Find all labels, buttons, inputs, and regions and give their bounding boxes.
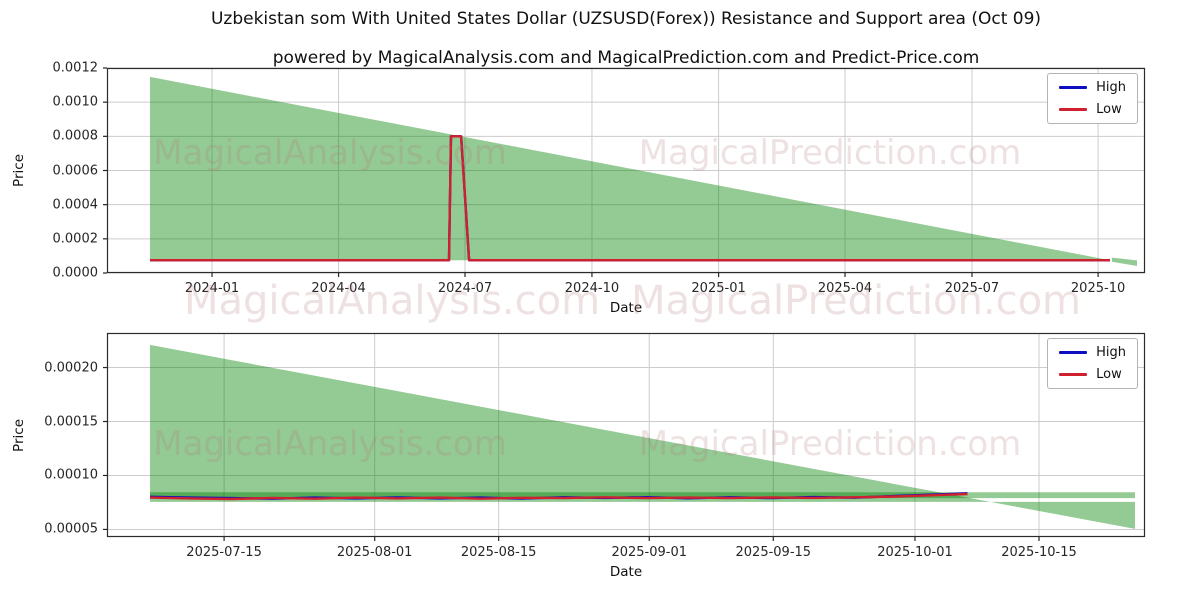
x-tick: 2025-07 — [944, 281, 1000, 296]
legend: High Low — [1047, 338, 1138, 389]
y-tick: 0.0012 — [52, 60, 99, 76]
x-tick-labels: 2024-01 2024-04 2024-07 2024-10 2025-01 2025-… — [107, 273, 1145, 296]
x-tick: 2024-07 — [437, 281, 493, 296]
legend-label: High — [1096, 80, 1126, 95]
legend-label: High — [1096, 345, 1126, 360]
resistance-triangle — [150, 344, 991, 502]
price-chart-bottom: Price Date 2025-07-15 2025-08-01 2025-08-1… — [11, 332, 1146, 580]
x-axis-label: Date — [609, 564, 643, 580]
x-tick: 2025-09-01 — [611, 545, 688, 560]
legend-line-icon — [1059, 373, 1088, 376]
plot-area-bottom — [103, 332, 1146, 541]
legend-item-low: Low — [1059, 367, 1126, 382]
legend-line-icon — [1059, 351, 1088, 354]
x-tick: 2024-10 — [564, 281, 620, 296]
x-tick: 2024-01 — [184, 281, 240, 296]
plot-area-top — [103, 67, 1146, 277]
y-tick: 0.00020 — [44, 360, 98, 376]
x-tick: 2025-10 — [1070, 281, 1126, 296]
y-tick: 0.0002 — [52, 231, 99, 247]
x-tick-labels: 2025-07-15 2025-08-01 2025-08-15 2025-09-01… — [107, 537, 1145, 560]
x-tick: 2025-01 — [691, 281, 746, 296]
resistance-support-triangle — [150, 76, 1110, 261]
y-tick-labels: 0.00005 0.00010 0.00015 0.00020 — [7, 333, 107, 537]
descending-wedge — [990, 501, 1135, 529]
y-tick: 0.0008 — [52, 128, 99, 144]
x-tick: 2025-10-01 — [877, 545, 953, 560]
y-tick: 0.00010 — [44, 467, 98, 483]
x-tick: 2024-04 — [311, 281, 366, 296]
legend-line-icon — [1059, 86, 1088, 89]
chart-subtitle: powered by MagicalAnalysis.com and Magic… — [272, 48, 980, 68]
x-tick: 2025-07-15 — [186, 545, 262, 560]
y-tick: 0.0010 — [52, 94, 99, 110]
forecast-sliver — [1112, 257, 1137, 266]
x-tick: 2025-10-15 — [1001, 545, 1077, 560]
legend: High Low — [1047, 73, 1138, 124]
legend-item-low: Low — [1059, 102, 1126, 117]
low-line — [150, 135, 1110, 262]
x-axis-label: Date — [609, 300, 643, 316]
y-tick: 0.0004 — [52, 197, 99, 213]
x-tick: 2025-08-15 — [460, 545, 537, 560]
x-tick: 2025-04 — [817, 281, 873, 296]
legend-item-high: High — [1059, 80, 1126, 95]
y-tick: 0.00015 — [44, 414, 98, 429]
legend-label: Low — [1096, 367, 1122, 382]
x-tick: 2025-08-01 — [336, 545, 413, 560]
legend-line-icon — [1059, 108, 1088, 111]
y-tick: 0.00005 — [44, 521, 98, 537]
x-tick: 2025-09-15 — [735, 545, 812, 560]
price-chart-top: Price Date 2024-01 2024-04 2024-07 2024-10 2… — [11, 61, 1146, 316]
legend-label: Low — [1096, 102, 1122, 117]
y-tick: 0.0006 — [52, 163, 99, 178]
legend-item-high: High — [1059, 345, 1126, 360]
chart-title: Uzbekistan som With United States Dollar… — [210, 9, 1042, 29]
low-line — [149, 492, 968, 501]
y-tick: 0.0000 — [52, 265, 99, 281]
y-tick-labels: 0.0000 0.0002 0.0004 0.0006 0.0008 0.0010 0.00… — [7, 61, 107, 281]
